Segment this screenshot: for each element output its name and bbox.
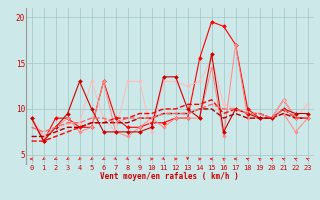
X-axis label: Vent moyen/en rafales ( km/h ): Vent moyen/en rafales ( km/h ): [100, 172, 239, 181]
